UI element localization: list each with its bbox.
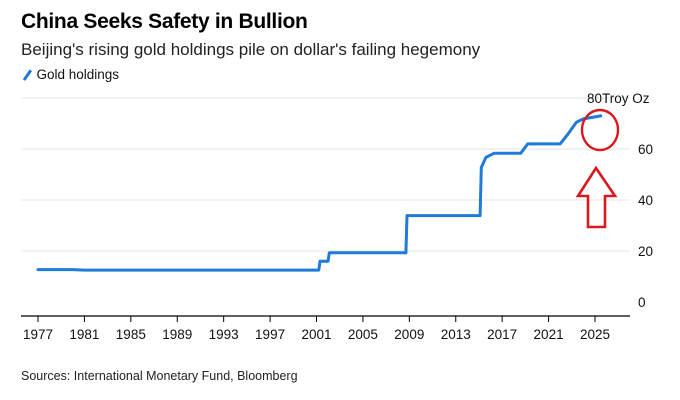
x-tick-label-2017: 2017 [487,327,517,342]
x-tick-label-1989: 1989 [162,327,192,342]
up-arrow-icon [575,165,618,229]
chart-subtitle: Beijing's rising gold holdings pile on d… [21,40,481,59]
legend-label: Gold holdings [36,67,120,82]
x-tick-label-2025: 2025 [580,327,610,342]
legend: Gold holdings [21,67,119,82]
x-tick-label-1993: 1993 [209,327,239,342]
x-tick-label-1997: 1997 [255,327,285,342]
x-tick-label-2009: 2009 [394,327,424,342]
source-note: Sources: International Monetary Fund, Bl… [21,369,298,383]
x-axis: 1977 1981 1985 1989 1993 1997 2001 2005 2009 2013… [21,315,630,342]
series-layer [36,114,603,272]
highlight-circle [580,108,620,152]
y-tick-label-20: 20 [638,244,653,259]
gridlines [21,97,630,252]
x-tick-label-2021: 2021 [534,327,564,342]
x-tick-label-2005: 2005 [348,327,378,342]
y-tick-label-60: 60 [638,142,653,157]
x-tick-label-2001: 2001 [301,327,331,342]
annotations [575,108,620,229]
chart-title: China Seeks Safety in Bullion [21,10,308,33]
x-tick-label-2013: 2013 [441,327,471,342]
x-tick-label-1981: 1981 [69,327,99,342]
series-line-0 [36,114,603,272]
x-tick-label-1977: 1977 [23,327,53,342]
y-axis-unit-label: 80Troy Oz [587,91,650,106]
y-axis-ticks: 0 20 40 60 [638,142,653,310]
y-tick-label-0: 0 [638,295,646,310]
y-tick-label-40: 40 [638,193,653,208]
x-tick-label-1985: 1985 [116,327,146,342]
